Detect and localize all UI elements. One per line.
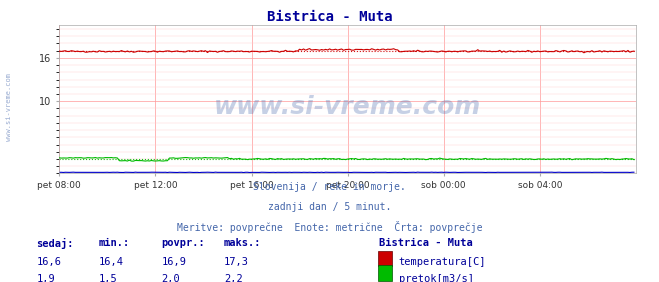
Text: povpr.:: povpr.: bbox=[161, 238, 205, 248]
Text: min.:: min.: bbox=[99, 238, 130, 248]
Text: Bistrica - Muta: Bistrica - Muta bbox=[267, 10, 392, 24]
Text: zadnji dan / 5 minut.: zadnji dan / 5 minut. bbox=[268, 202, 391, 212]
Text: temperatura[C]: temperatura[C] bbox=[399, 257, 486, 266]
Text: 16,4: 16,4 bbox=[99, 257, 124, 266]
Text: 1,5: 1,5 bbox=[99, 274, 117, 282]
Text: 16,6: 16,6 bbox=[36, 257, 61, 266]
Text: www.si-vreme.com: www.si-vreme.com bbox=[5, 73, 12, 141]
Text: www.si-vreme.com: www.si-vreme.com bbox=[214, 95, 481, 119]
Text: Slovenija / reke in morje.: Slovenija / reke in morje. bbox=[253, 182, 406, 192]
Text: maks.:: maks.: bbox=[224, 238, 262, 248]
Text: 16,9: 16,9 bbox=[161, 257, 186, 266]
Text: sedaj:: sedaj: bbox=[36, 238, 74, 249]
Text: 2,2: 2,2 bbox=[224, 274, 243, 282]
Text: Meritve: povprečne  Enote: metrične  Črta: povprečje: Meritve: povprečne Enote: metrične Črta:… bbox=[177, 221, 482, 233]
Text: 17,3: 17,3 bbox=[224, 257, 249, 266]
Text: Bistrica - Muta: Bistrica - Muta bbox=[379, 238, 473, 248]
Text: 1,9: 1,9 bbox=[36, 274, 55, 282]
Text: pretok[m3/s]: pretok[m3/s] bbox=[399, 274, 474, 282]
Text: 2,0: 2,0 bbox=[161, 274, 180, 282]
